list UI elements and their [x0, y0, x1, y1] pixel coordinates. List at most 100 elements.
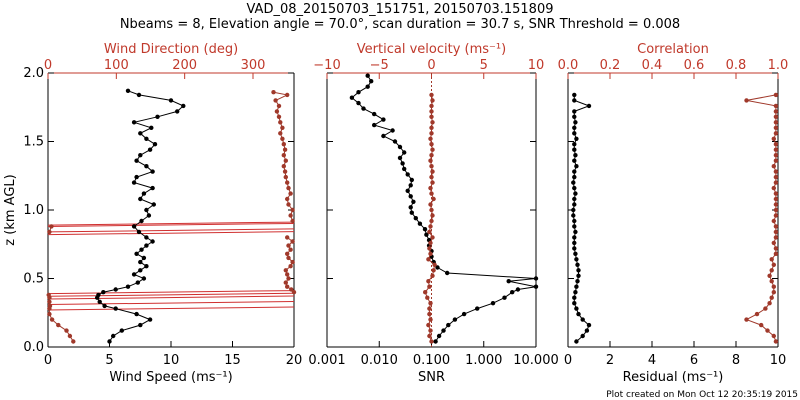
series-line-right-1: [745, 94, 777, 342]
data-point-middle-0: [533, 284, 539, 289]
x-tick-label: 0.001: [308, 353, 345, 368]
direction-wrap-line: [47, 290, 295, 295]
data-point-left-1: [281, 142, 286, 147]
top-tick-label: 0: [427, 58, 435, 73]
figure-title-line1: VAD_08_20150703_151751, 20150703.151809: [247, 2, 554, 17]
data-point-left-0: [168, 98, 174, 103]
top-tick-label: 0.8: [726, 58, 747, 73]
data-point-right-1: [773, 103, 779, 109]
data-point-middle-1: [429, 109, 434, 114]
data-point-middle-1: [430, 235, 435, 240]
data-point-right-0: [573, 229, 578, 235]
data-point-left-0: [136, 92, 142, 98]
data-point-right-0: [572, 295, 577, 300]
data-point-left-0: [141, 255, 147, 261]
x-tick-label: 2: [606, 353, 614, 368]
data-point-middle-1: [428, 328, 433, 333]
data-point-right-1: [771, 262, 776, 267]
data-point-left-1: [280, 125, 285, 130]
data-point-left-0: [134, 174, 139, 180]
data-point-middle-1: [429, 142, 434, 147]
data-point-middle-1: [428, 158, 433, 163]
top-tick-label: 100: [104, 58, 129, 73]
data-point-right-1: [767, 273, 772, 278]
direction-wrap-line: [47, 306, 295, 311]
data-point-right-1: [773, 339, 779, 344]
data-point-middle-0: [356, 100, 361, 106]
data-point-middle-1: [429, 125, 434, 130]
data-point-middle-1: [429, 131, 434, 136]
data-point-right-0: [574, 306, 579, 311]
data-point-middle-1: [429, 191, 434, 196]
data-point-right-1: [773, 109, 779, 114]
x-tick-label: 20: [286, 353, 303, 368]
data-point-middle-1: [429, 114, 434, 120]
data-point-left-1: [288, 264, 293, 269]
data-point-left-1: [46, 292, 51, 298]
data-point-left-0: [138, 322, 143, 328]
data-point-middle-1: [428, 136, 433, 141]
data-point-left-1: [281, 164, 286, 169]
data-point-middle-0: [506, 279, 511, 284]
data-point-middle-1: [428, 202, 433, 207]
data-point-left-1: [285, 272, 290, 277]
data-point-right-1: [773, 229, 779, 235]
data-point-left-1: [286, 243, 291, 248]
data-point-right-0: [571, 207, 576, 213]
data-point-left-1: [288, 191, 293, 196]
data-point-right-0: [572, 235, 577, 240]
data-point-left-0: [125, 88, 131, 94]
data-point-middle-1: [430, 180, 435, 185]
data-point-left-0: [134, 251, 139, 256]
data-point-right-1: [769, 268, 774, 273]
x-tick-label: 15: [224, 353, 241, 368]
data-point-left-0: [175, 109, 180, 114]
data-point-left-1: [64, 328, 69, 333]
data-point-left-1: [290, 218, 295, 224]
top-tick-label: 0.2: [600, 58, 621, 73]
data-point-middle-0: [392, 139, 398, 144]
data-point-left-1: [283, 158, 288, 163]
data-point-right-0: [571, 213, 576, 218]
data-point-right-1: [773, 131, 779, 136]
top-tick-label: 0.4: [642, 58, 663, 73]
data-point-right-1: [773, 202, 779, 207]
data-point-right-0: [573, 290, 578, 295]
x-tick-label: 5: [105, 353, 113, 368]
data-point-left-1: [276, 114, 282, 120]
data-point-right-0: [580, 333, 585, 339]
data-point-middle-1: [430, 98, 435, 103]
data-point-middle-0: [436, 333, 442, 339]
data-point-right-0: [572, 240, 577, 246]
top-tick-label: −10: [313, 58, 340, 73]
direction-wrap-line: [47, 222, 295, 227]
x-tick-label: 10: [770, 353, 787, 368]
data-point-left-0: [97, 299, 102, 304]
data-point-middle-0: [446, 322, 451, 328]
data-point-right-1: [773, 213, 779, 218]
data-point-right-0: [572, 218, 577, 224]
data-point-middle-1: [427, 229, 432, 235]
data-point-right-1: [744, 98, 749, 103]
x-tick-label: 1.000: [465, 353, 502, 368]
data-point-middle-0: [452, 317, 458, 322]
data-point-left-1: [286, 276, 291, 281]
data-point-right-1: [773, 153, 779, 158]
data-point-middle-1: [427, 311, 432, 317]
data-point-middle-0: [397, 155, 403, 161]
y-tick-label: 1.5: [23, 135, 44, 150]
data-point-right-1: [773, 191, 779, 196]
data-point-right-1: [773, 246, 779, 251]
data-point-middle-1: [427, 284, 432, 289]
data-point-left-0: [134, 158, 139, 163]
direction-wrap-line: [47, 221, 295, 226]
data-point-left-0: [135, 280, 140, 285]
data-point-left-0: [144, 264, 149, 269]
x-tick-label: 8: [732, 353, 740, 368]
data-point-right-0: [586, 103, 592, 109]
data-point-right-1: [769, 257, 774, 262]
data-point-right-0: [574, 257, 579, 262]
data-point-left-0: [150, 239, 155, 244]
data-point-middle-0: [408, 183, 413, 188]
